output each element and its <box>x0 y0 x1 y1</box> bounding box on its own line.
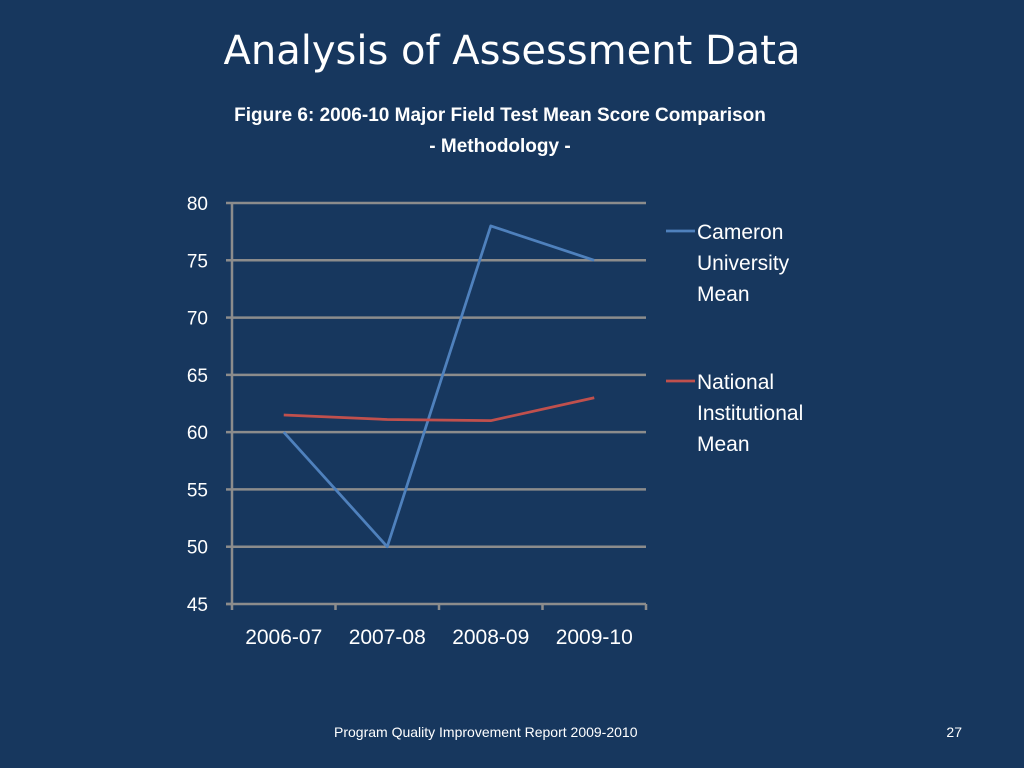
axes: 45 50 55 60 65 70 75 80 2006-07 2007-08 2008-09 200… <box>187 194 648 649</box>
y-tick-label: 70 <box>187 309 208 330</box>
figure-title-line-2: - Methodology - <box>429 136 571 157</box>
footer-text: Program Quality Improvement Report 2009-… <box>334 724 638 740</box>
y-tick-label: 75 <box>187 251 208 272</box>
x-tick-label: 2006-07 <box>245 626 322 649</box>
legend: Cameron University Mean National Institution… <box>666 221 803 456</box>
y-tick-label: 60 <box>187 423 208 444</box>
grid-lines <box>232 201 646 548</box>
y-tick-label: 50 <box>187 538 208 559</box>
figure-title: Figure 6: 2006-10 Major Field Test Mean … <box>170 100 830 162</box>
legend-label-0: Cameron University Mean <box>697 221 790 306</box>
figure-title-line-1: Figure 6: 2006-10 Major Field Test Mean … <box>234 105 766 126</box>
y-tick-label: 65 <box>187 366 208 387</box>
y-tick-label: 45 <box>187 595 208 616</box>
series-lines <box>282 224 595 549</box>
line-chart: 45 50 55 60 65 70 75 80 2006-07 2007-08 2008-09 200… <box>187 194 803 649</box>
x-tick-label: 2007-08 <box>349 626 426 649</box>
y-tick-label: 80 <box>187 194 208 215</box>
series-line-1 <box>283 396 595 423</box>
legend-label-1: National Institutional Mean <box>697 371 803 456</box>
page-number: 27 <box>946 724 962 740</box>
slide-title: Analysis of Assessment Data <box>223 28 801 74</box>
y-tick-label: 55 <box>187 480 208 501</box>
series-line-0 <box>282 224 595 549</box>
x-tick-label: 2008-09 <box>452 626 529 649</box>
x-tick-label: 2009-10 <box>556 626 633 649</box>
